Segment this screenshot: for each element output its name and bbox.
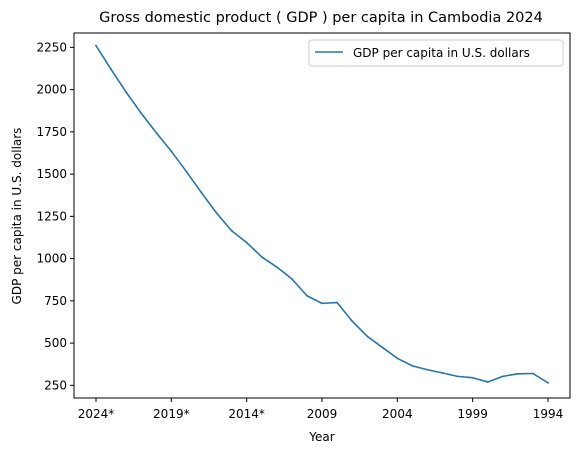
- y-tick-label: 2250: [36, 40, 67, 54]
- y-tick-label: 1250: [36, 209, 67, 223]
- y-axis-ticks: 250 500 750 1000 1250 1500 1750 2000 2250: [36, 40, 74, 392]
- data-point: [532, 372, 534, 375]
- x-tick-label: 2014*: [228, 407, 265, 421]
- data-point: [260, 256, 263, 258]
- data-point: [381, 346, 384, 349]
- legend: GDP per capita in U.S. dollars: [308, 39, 564, 67]
- x-tick-label: 2019*: [153, 407, 190, 421]
- data-point: [125, 91, 128, 94]
- data-point: [456, 375, 459, 378]
- chart-title: Gross domestic product ( GDP ) per capit…: [99, 10, 543, 26]
- data-point: [426, 368, 429, 371]
- data-point: [471, 376, 474, 379]
- series-line: [95, 44, 549, 384]
- data-point: [321, 302, 323, 305]
- data-point: [351, 320, 354, 323]
- data-point: [230, 229, 233, 232]
- x-axis-label: Year: [308, 430, 334, 444]
- data-point: [547, 381, 549, 384]
- plot-area-frame: [73, 32, 571, 399]
- data-point: [95, 44, 97, 47]
- x-axis-ticks: 2024* 2019* 2014* 2009 2004 1999 1994: [78, 398, 564, 421]
- y-tick-label: 750: [44, 294, 67, 308]
- data-point: [366, 335, 369, 338]
- data-point: [215, 212, 218, 214]
- x-tick-label: 2009: [307, 407, 338, 421]
- data-point: [185, 170, 188, 173]
- y-tick-label: 2000: [36, 83, 67, 97]
- data-point: [396, 357, 399, 360]
- x-tick-label: 1994: [533, 407, 564, 421]
- data-point: [275, 266, 278, 268]
- y-tick-label: 1500: [36, 167, 67, 181]
- series-layer: [95, 44, 549, 384]
- data-point: [486, 381, 489, 383]
- data-point: [441, 372, 444, 374]
- data-point: [110, 68, 112, 71]
- y-tick-label: 1000: [36, 252, 67, 266]
- y-axis-label: GDP per capita in U.S. dollars: [10, 128, 24, 305]
- x-tick-label: 2004: [382, 407, 413, 421]
- data-point: [516, 372, 519, 375]
- data-point: [411, 364, 414, 367]
- y-tick-label: 500: [44, 336, 67, 350]
- legend-label: GDP per capita in U.S. dollars: [353, 46, 530, 60]
- legend-box: [308, 39, 564, 67]
- data-point: [245, 241, 248, 244]
- data-point: [336, 301, 338, 304]
- data-point: [306, 294, 308, 297]
- x-tick-label: 1999: [457, 407, 488, 421]
- x-tick-label: 2024*: [78, 407, 115, 421]
- data-point: [200, 191, 203, 194]
- y-tick-label: 1750: [36, 125, 67, 139]
- data-point: [290, 277, 293, 280]
- data-point: [501, 375, 504, 378]
- data-point: [155, 131, 158, 134]
- data-point: [170, 150, 173, 153]
- y-tick-label: 250: [44, 378, 67, 392]
- data-point: [140, 112, 143, 115]
